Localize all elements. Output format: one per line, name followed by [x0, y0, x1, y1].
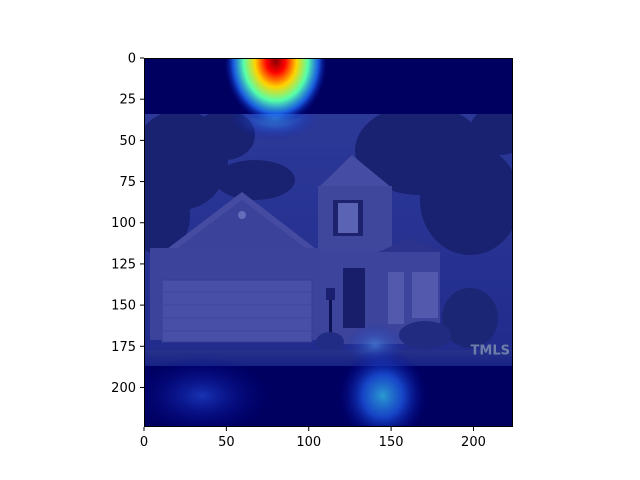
- y-tick-label: 125: [111, 257, 136, 272]
- y-tick-label: 25: [119, 93, 136, 108]
- x-tick-label: 100: [296, 435, 321, 450]
- x-tick-label: 0: [140, 435, 148, 450]
- heatmap-image: TMLS: [144, 58, 513, 427]
- house-photo-region: [144, 114, 513, 367]
- x-tick-label: 150: [379, 435, 404, 450]
- y-tick-label: 100: [111, 216, 136, 231]
- axes-frame: [144, 58, 513, 427]
- x-axis: 0 50 100 150 200: [140, 427, 486, 450]
- y-tick-label: 150: [111, 299, 136, 314]
- x-tick-label: 200: [461, 435, 486, 450]
- y-tick-label: 50: [119, 134, 136, 149]
- y-axis: 0 25 50 75 100 125 150 175 200: [111, 52, 144, 396]
- y-tick-label: 0: [128, 52, 136, 67]
- heatmap-hotspot-top: [223, 58, 328, 145]
- watermark-text: TMLS: [471, 344, 510, 359]
- x-tick-label: 50: [218, 435, 235, 450]
- y-tick-label: 175: [111, 340, 136, 355]
- y-tick-label: 75: [119, 175, 136, 190]
- heatmap-hotspot-bottom: [337, 347, 428, 427]
- heatmap-hotspot-bottom-left: [144, 355, 272, 427]
- y-tick-label: 200: [111, 381, 136, 396]
